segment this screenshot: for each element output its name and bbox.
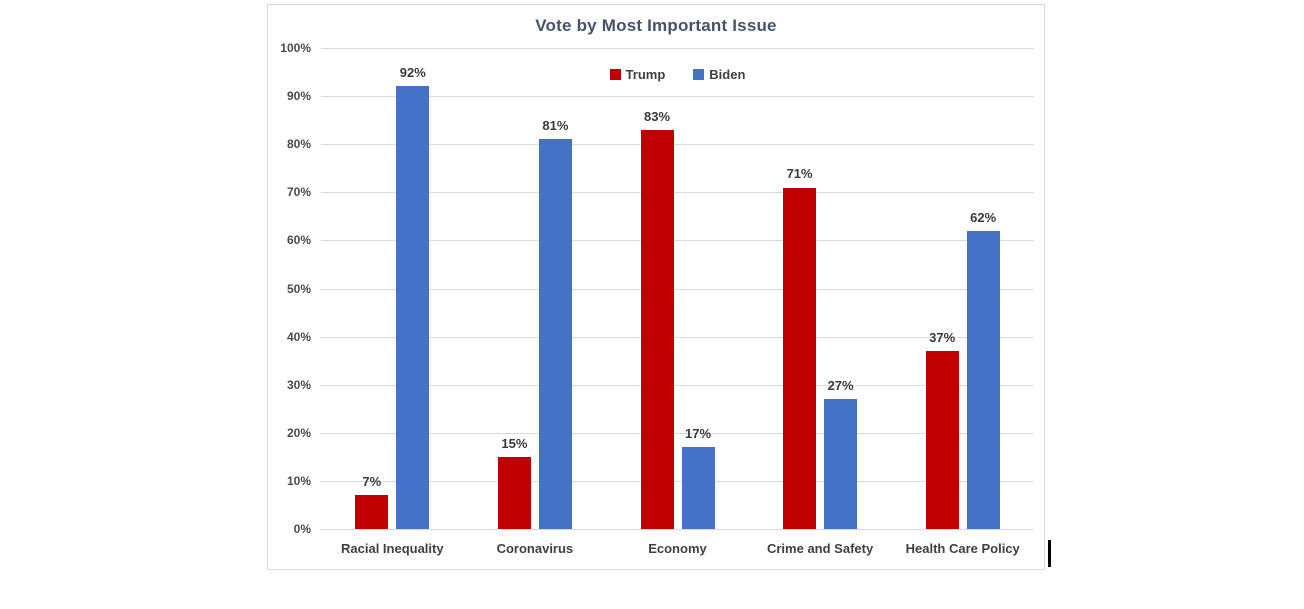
legend-swatch-trump (609, 69, 621, 80)
legend-item-biden: Biden (693, 67, 745, 82)
y-tick-label: 0% (293, 522, 311, 536)
bar-biden (966, 230, 1000, 529)
y-axis: 0% 10% 20% 30% 40% 50% 60% 70% 80% 90% 100% (268, 41, 315, 536)
category-label: Crime and Safety (766, 541, 874, 556)
y-tick-label: 30% (286, 377, 311, 392)
legend: Trump Biden (321, 67, 1034, 82)
category-label: Health Care Policy (905, 541, 1020, 556)
gridline (321, 48, 1034, 49)
gridline (321, 96, 1034, 98)
gridline (321, 288, 1034, 290)
gridline (321, 432, 1034, 434)
y-tick-label: 20% (286, 425, 311, 440)
bar-trump (783, 187, 817, 529)
x-axis: Racial Inequality Coronavirus Economy Crime… (321, 539, 1034, 561)
y-tick-label: 40% (286, 329, 311, 344)
category-label: Racial Inequality (341, 541, 444, 556)
gridline (321, 144, 1034, 146)
bar-biden (681, 447, 715, 529)
gridline (321, 384, 1034, 386)
chart-title: Vote by Most Important Issue (535, 16, 777, 35)
y-tick-label: 90% (286, 89, 311, 104)
value-label: 15% (501, 435, 528, 451)
bar-trump (925, 351, 959, 529)
category-label: Coronavirus (496, 541, 574, 556)
value-label: 71% (786, 166, 813, 182)
legend-swatch-biden (693, 69, 705, 80)
value-label: 7% (362, 474, 382, 490)
bar-biden (538, 139, 572, 529)
value-label: 17% (684, 426, 712, 442)
bar-biden (396, 86, 430, 529)
plot-area: 7% 92% 15% 81% 83% 17% 71% 27% 37% 62% (321, 48, 1034, 530)
y-tick-label: 10% (286, 473, 311, 488)
bar-trump (355, 495, 389, 529)
gridline (321, 336, 1034, 338)
gridline (321, 480, 1034, 482)
bar-biden (824, 399, 858, 529)
legend-item-trump: Trump (609, 67, 666, 82)
value-label: 62% (970, 209, 997, 225)
value-label: 92% (399, 65, 426, 81)
value-label: 37% (929, 330, 956, 346)
bar-trump (497, 456, 531, 529)
legend-label-trump: Trump (625, 67, 666, 82)
legend-label-biden: Biden (709, 67, 746, 82)
y-tick-label: 80% (286, 137, 311, 152)
bar-trump (640, 129, 674, 529)
value-label: 27% (827, 378, 854, 394)
category-label: Economy (648, 541, 707, 556)
y-tick-label: 50% (286, 281, 311, 296)
y-tick-label: 100% (280, 41, 311, 55)
y-tick-label: 70% (286, 185, 311, 200)
gridline (321, 240, 1034, 242)
value-label: 81% (542, 118, 569, 134)
y-tick-label: 60% (286, 233, 311, 248)
text-cursor (1048, 540, 1051, 567)
value-label: 83% (643, 108, 671, 124)
chart[interactable]: Vote by Most Important Issue Trump Biden … (267, 4, 1045, 570)
gridline (321, 192, 1034, 194)
gridline (321, 529, 1034, 530)
